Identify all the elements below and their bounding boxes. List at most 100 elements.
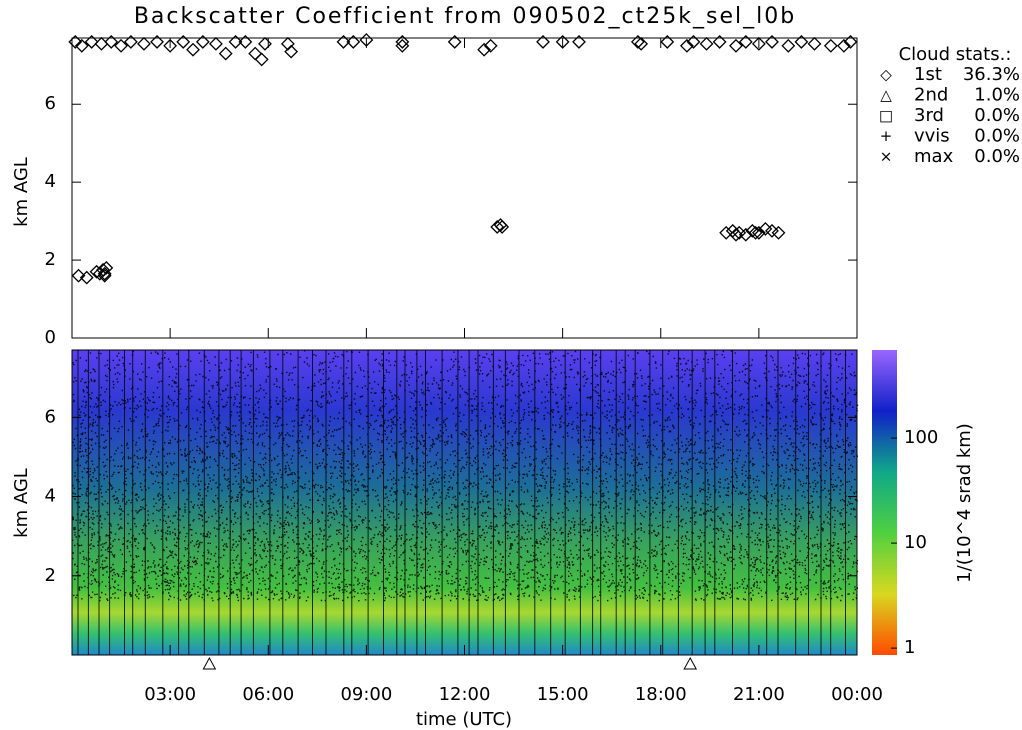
legend-name: 3rd [914, 105, 944, 126]
legend-name: 1st [914, 64, 942, 85]
cloud-base-point [555, 34, 570, 49]
cloud-base-point [150, 34, 164, 49]
cloud-base-point [254, 52, 269, 67]
cloud-base-point [248, 46, 263, 61]
cloud-base-point [679, 38, 694, 53]
cloud-base-point [123, 34, 138, 49]
cloud-base-point [794, 34, 809, 49]
y-axis-label: km AGL [11, 468, 32, 538]
x-tick-label: 00:00 [831, 684, 883, 705]
cloud-base-point [258, 36, 272, 51]
cloud-base-point [765, 34, 779, 49]
cloud-base-point [765, 223, 779, 238]
x-tick-label: 18:00 [635, 684, 687, 705]
colorbar-tick-label: 100 [904, 427, 938, 448]
cloud-base-point [699, 36, 714, 51]
cloud-base-point [284, 44, 299, 59]
legend-symbol: + [880, 127, 893, 145]
cloud-base-point [89, 264, 104, 279]
x-tick-label: 12:00 [439, 684, 491, 705]
cloud-base-point [395, 38, 410, 53]
x-tick-label: 15:00 [537, 684, 589, 705]
cloud-base-point [771, 225, 786, 240]
backscatter-field [72, 350, 857, 655]
top-frame [71, 37, 858, 339]
cloud-base-point [536, 34, 550, 49]
cloud-base-point [218, 46, 233, 61]
legend-name: 2nd [914, 85, 948, 106]
cloud-base-point [71, 268, 86, 283]
y-tick-label: 2 [45, 565, 56, 586]
legend-symbol: ◇ [880, 66, 892, 84]
cloud-base-point [163, 38, 178, 53]
cloud-base-point [634, 36, 649, 51]
triangle-marker [202, 656, 217, 670]
colorbar-label: 1/(10^4 srad km) [954, 423, 975, 583]
cloud-base-point [630, 34, 645, 49]
x-tick-label: 21:00 [733, 684, 785, 705]
cloud-base-point [79, 270, 94, 285]
cloud-base-point [823, 38, 838, 53]
cloud-base-point [729, 38, 743, 53]
cloud-base-point [137, 36, 151, 51]
y-axis-label: km AGL [11, 157, 32, 227]
y-tick-label: 0 [45, 327, 56, 348]
cloud-base-point [483, 38, 498, 53]
y-tick-label: 2 [45, 249, 56, 270]
cloud-base-point [94, 36, 109, 51]
colorbar [872, 350, 897, 655]
cloud-base-point [195, 34, 210, 49]
cloud-base-point [751, 36, 766, 51]
noise-dots [72, 350, 859, 602]
cloud-base-point [99, 260, 114, 275]
cloud-base-point [781, 38, 796, 53]
cloud-base-point [495, 220, 510, 234]
cloud-base-point [751, 225, 766, 240]
legend-value: 1.0% [974, 85, 1020, 106]
legend-value: 0.0% [974, 146, 1020, 167]
cloud-base-point [238, 34, 253, 49]
legend-symbol: △ [880, 86, 892, 104]
cloud-base-point [336, 34, 351, 49]
cloud-base-point [729, 227, 743, 242]
cloud-base-point [68, 34, 83, 49]
cloud-base-point [725, 223, 740, 238]
cloud-base-point [572, 34, 586, 49]
cloud-base-point [96, 262, 110, 277]
legend-name: vvis [914, 126, 950, 147]
legend-symbol: □ [879, 107, 893, 125]
cloud-base-point [447, 34, 462, 49]
cloud-base-point [686, 34, 701, 49]
cloud-base-point [836, 38, 851, 53]
cloud-base-point [97, 268, 112, 283]
legend-name: max [914, 146, 954, 167]
cloud-base-point [359, 33, 374, 47]
legend-symbol: × [880, 148, 893, 166]
triangle-marker [683, 656, 698, 670]
cloud-base-point [176, 34, 191, 49]
chart-title: Backscatter Coefficient from 090502_ct25… [134, 4, 796, 29]
cloud-base-point [712, 34, 727, 49]
cloud-base-point [490, 220, 505, 234]
x-tick-label: 03:00 [144, 684, 196, 705]
legend-title: Cloud stats.: [899, 44, 1012, 65]
cloud-base-point [228, 34, 243, 49]
y-tick-label: 4 [45, 171, 56, 192]
x-tick-label: 06:00 [242, 684, 294, 705]
cloud-base-point [477, 42, 492, 57]
legend-value: 0.0% [974, 126, 1020, 147]
noise-layer [72, 350, 859, 655]
cloud-base-point [843, 34, 858, 49]
cloud-base-point [74, 38, 89, 53]
y-tick-label: 4 [45, 486, 56, 507]
legend-value: 0.0% [974, 105, 1020, 126]
cloud-base-point [114, 38, 128, 53]
cloud-base-point [186, 42, 200, 57]
colorbar-tick-label: 1 [904, 637, 915, 658]
cloud-base-point [807, 36, 822, 51]
profile-lines [77, 350, 846, 655]
cloud-base-point [208, 36, 223, 51]
x-tick-label: 09:00 [340, 684, 392, 705]
cloud-base-point [280, 36, 295, 51]
